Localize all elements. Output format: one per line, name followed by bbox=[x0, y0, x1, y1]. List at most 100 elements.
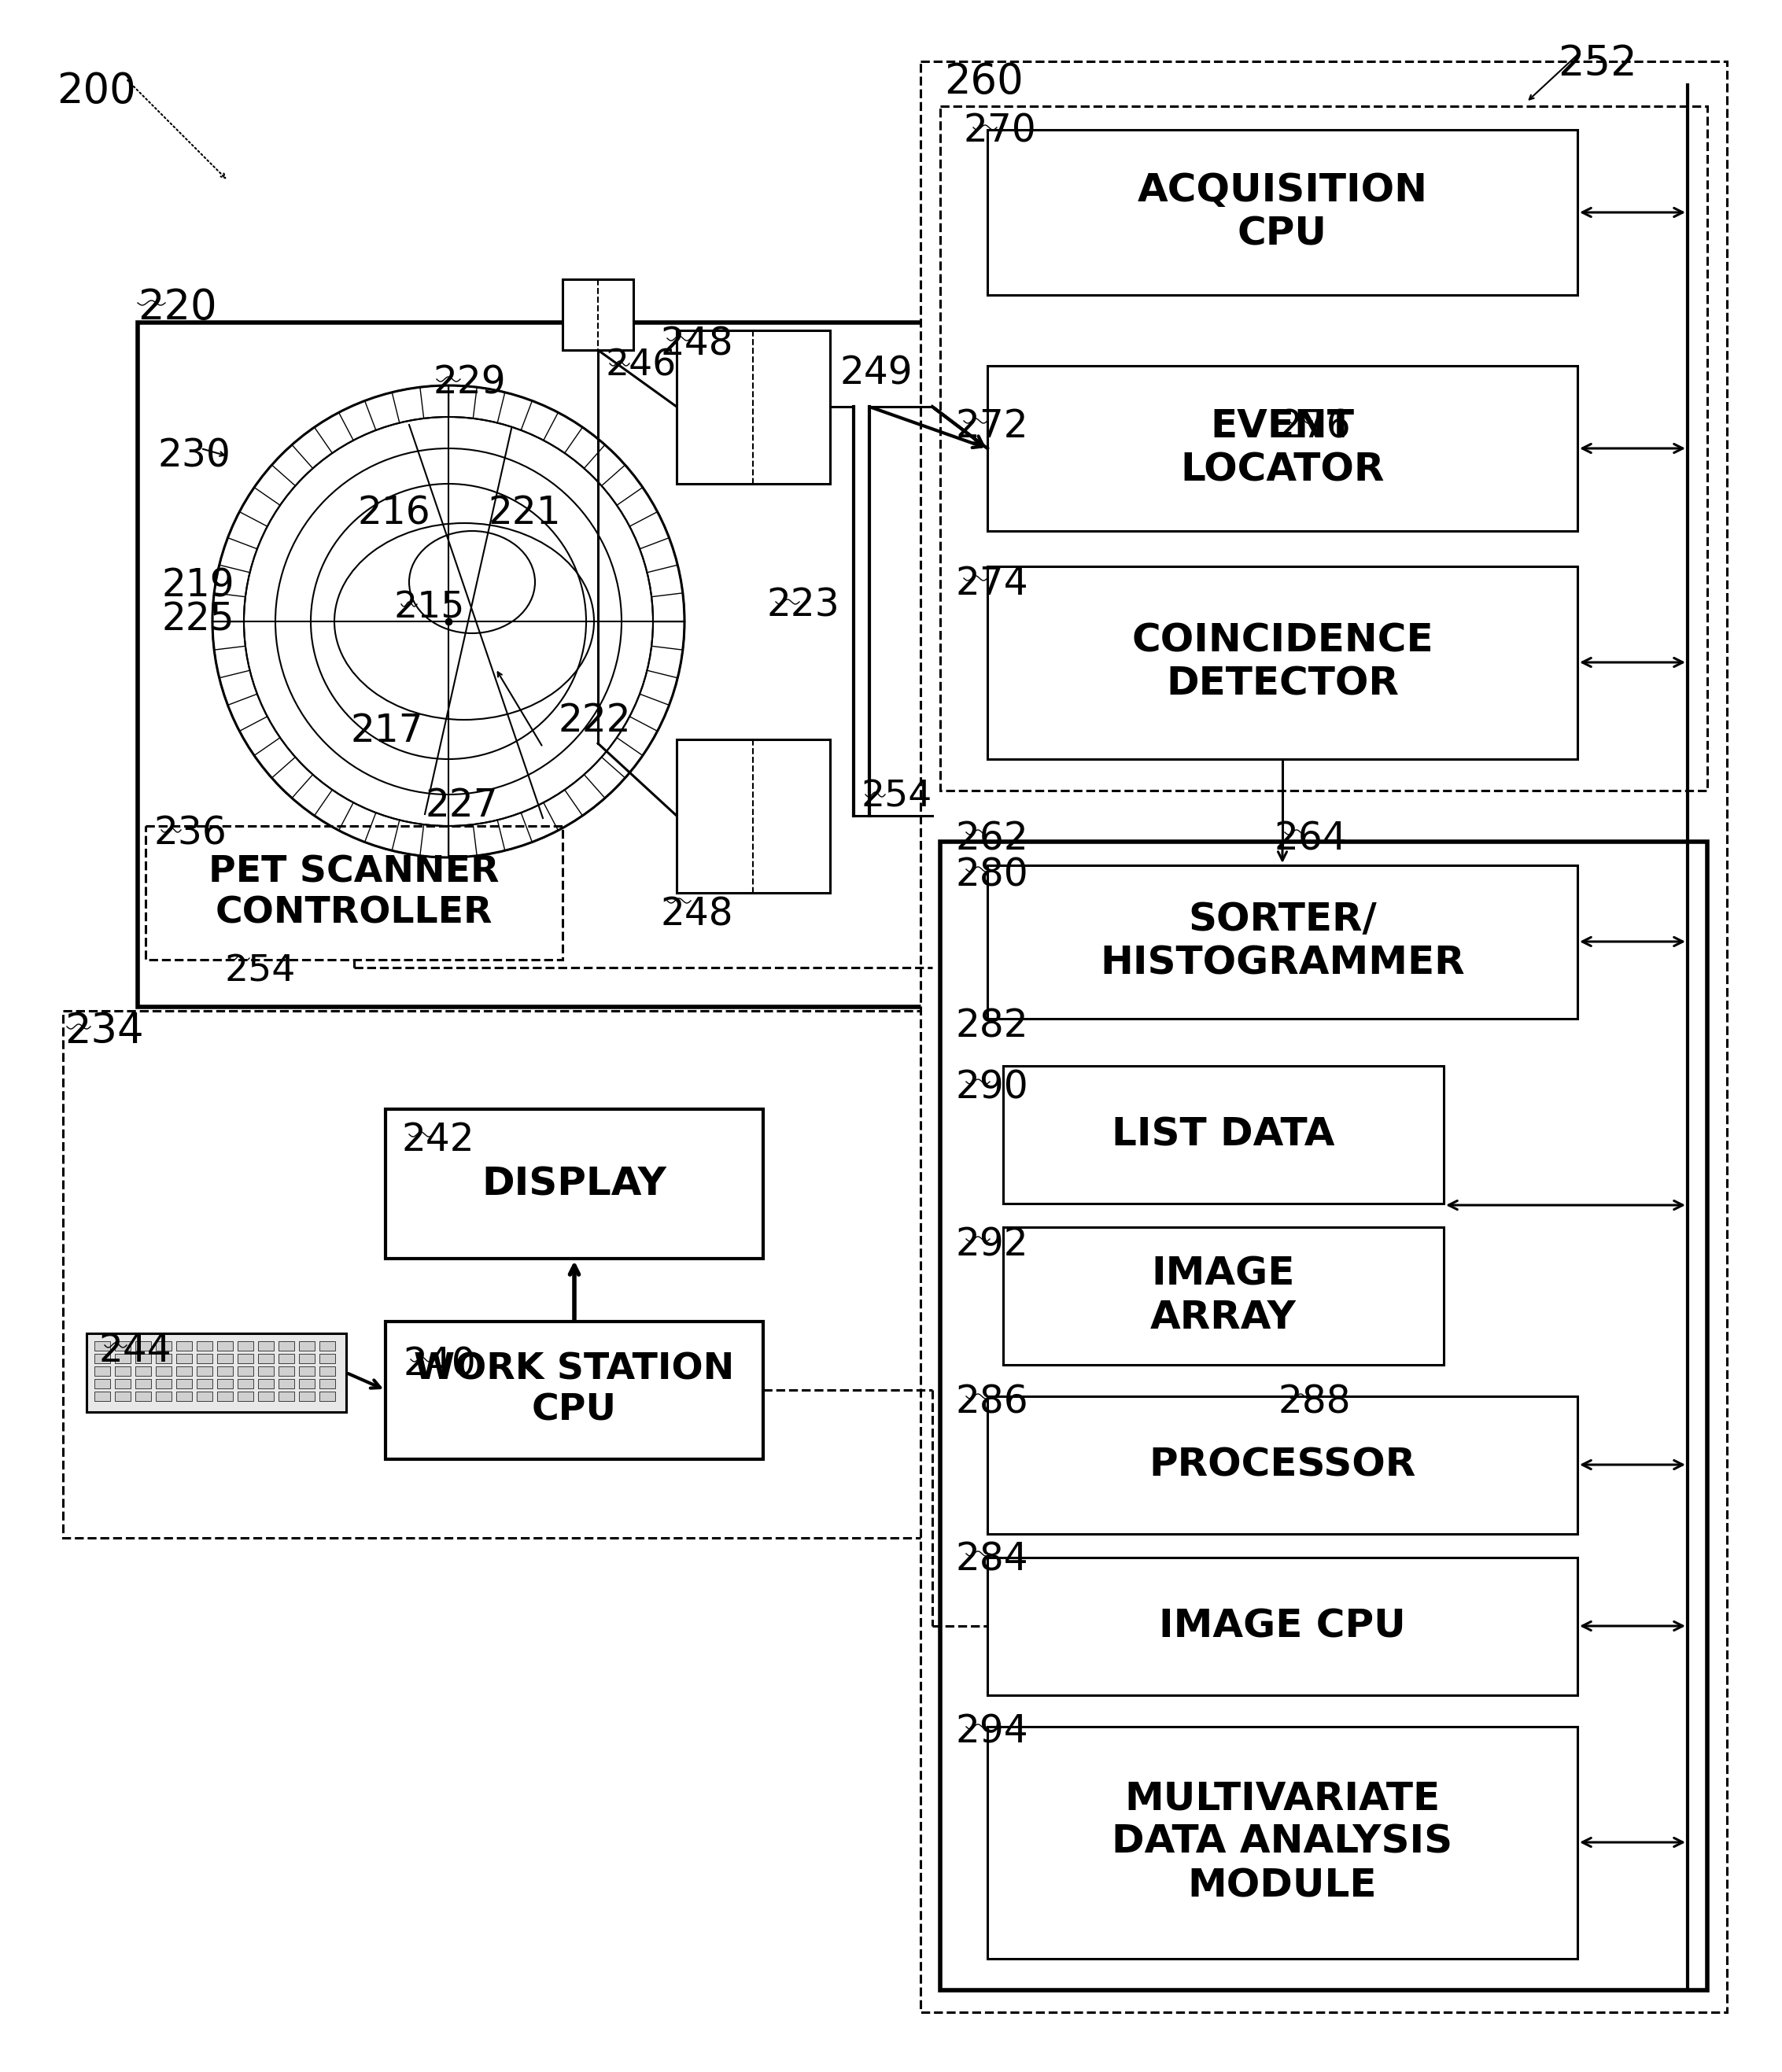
Text: 220: 220 bbox=[137, 288, 217, 327]
Bar bbox=[114, 1341, 130, 1351]
Bar bbox=[278, 1341, 294, 1351]
Bar bbox=[987, 566, 1577, 758]
Bar bbox=[299, 1341, 315, 1351]
Bar bbox=[155, 1365, 171, 1376]
Bar bbox=[299, 1380, 315, 1388]
Bar bbox=[278, 1353, 294, 1363]
Bar bbox=[94, 1341, 110, 1351]
Bar bbox=[155, 1380, 171, 1388]
Text: 244: 244 bbox=[98, 1332, 171, 1370]
Bar bbox=[146, 827, 563, 959]
Bar bbox=[385, 1322, 763, 1459]
Bar bbox=[94, 1353, 110, 1363]
Bar bbox=[319, 1392, 335, 1401]
Bar bbox=[94, 1380, 110, 1388]
Text: 252: 252 bbox=[1557, 44, 1638, 85]
Bar bbox=[677, 740, 830, 893]
Bar bbox=[987, 1558, 1577, 1695]
Bar bbox=[278, 1392, 294, 1401]
Text: 200: 200 bbox=[57, 70, 135, 112]
Text: 216: 216 bbox=[358, 493, 431, 533]
Text: 286: 286 bbox=[955, 1382, 1028, 1421]
Bar bbox=[319, 1380, 335, 1388]
Bar bbox=[278, 1380, 294, 1388]
Text: 240: 240 bbox=[403, 1345, 476, 1382]
Bar bbox=[217, 1380, 233, 1388]
Text: 264: 264 bbox=[1274, 821, 1347, 858]
Text: COINCIDENCE
DETECTOR: COINCIDENCE DETECTOR bbox=[1132, 622, 1433, 702]
Bar bbox=[987, 1726, 1577, 1958]
Bar bbox=[114, 1380, 130, 1388]
Text: ACQUISITION
CPU: ACQUISITION CPU bbox=[1137, 172, 1427, 253]
Bar bbox=[196, 1392, 212, 1401]
Text: 236: 236 bbox=[153, 814, 226, 852]
Bar bbox=[196, 1380, 212, 1388]
Bar bbox=[258, 1380, 274, 1388]
Bar bbox=[1003, 1227, 1443, 1365]
Bar bbox=[217, 1365, 233, 1376]
Text: 272: 272 bbox=[955, 408, 1028, 445]
Text: 246: 246 bbox=[606, 348, 677, 383]
Text: 280: 280 bbox=[955, 856, 1028, 893]
Bar bbox=[135, 1353, 151, 1363]
Text: 221: 221 bbox=[488, 493, 561, 533]
Bar bbox=[319, 1353, 335, 1363]
Text: 276: 276 bbox=[1278, 408, 1351, 445]
Text: EVENT
LOCATOR: EVENT LOCATOR bbox=[1180, 408, 1385, 489]
Bar bbox=[62, 1011, 925, 1537]
Bar bbox=[87, 1334, 346, 1411]
Bar bbox=[237, 1392, 253, 1401]
Bar bbox=[258, 1392, 274, 1401]
Bar bbox=[299, 1353, 315, 1363]
Text: 227: 227 bbox=[424, 787, 497, 825]
Text: 234: 234 bbox=[64, 1011, 144, 1053]
Bar bbox=[217, 1353, 233, 1363]
Text: 282: 282 bbox=[955, 1007, 1028, 1044]
Text: 254: 254 bbox=[225, 953, 296, 988]
Bar bbox=[217, 1341, 233, 1351]
Text: 230: 230 bbox=[157, 437, 230, 474]
Text: 219: 219 bbox=[162, 566, 233, 605]
Bar bbox=[987, 1397, 1577, 1533]
Text: WORK STATION
CPU: WORK STATION CPU bbox=[413, 1351, 734, 1428]
Bar bbox=[196, 1365, 212, 1376]
Bar bbox=[196, 1341, 212, 1351]
Bar bbox=[278, 1365, 294, 1376]
Text: 288: 288 bbox=[1278, 1382, 1351, 1421]
Bar bbox=[217, 1392, 233, 1401]
Bar bbox=[299, 1392, 315, 1401]
Bar bbox=[237, 1365, 253, 1376]
Text: 294: 294 bbox=[955, 1714, 1028, 1751]
Bar bbox=[196, 1353, 212, 1363]
Bar bbox=[385, 1109, 763, 1258]
Text: DISPLAY: DISPLAY bbox=[481, 1164, 666, 1202]
Text: 242: 242 bbox=[401, 1121, 474, 1158]
Bar bbox=[677, 329, 830, 483]
Bar bbox=[114, 1392, 130, 1401]
Text: 292: 292 bbox=[955, 1225, 1028, 1264]
Bar bbox=[114, 1353, 130, 1363]
Bar bbox=[176, 1353, 192, 1363]
Bar bbox=[299, 1365, 315, 1376]
Text: PROCESSOR: PROCESSOR bbox=[1149, 1446, 1417, 1484]
Text: 270: 270 bbox=[964, 112, 1037, 149]
Bar bbox=[135, 1365, 151, 1376]
Text: 260: 260 bbox=[944, 62, 1023, 102]
Bar bbox=[176, 1341, 192, 1351]
Text: 284: 284 bbox=[955, 1539, 1028, 1579]
Bar bbox=[1003, 1065, 1443, 1204]
Bar bbox=[155, 1341, 171, 1351]
Text: 274: 274 bbox=[955, 566, 1028, 603]
Bar bbox=[155, 1353, 171, 1363]
Bar bbox=[155, 1392, 171, 1401]
Bar bbox=[237, 1341, 253, 1351]
Bar bbox=[941, 841, 1707, 1991]
Bar bbox=[563, 280, 633, 350]
Bar bbox=[176, 1392, 192, 1401]
Text: LIST DATA: LIST DATA bbox=[1112, 1115, 1335, 1154]
Text: 223: 223 bbox=[766, 586, 839, 624]
Bar bbox=[114, 1365, 130, 1376]
Bar bbox=[94, 1392, 110, 1401]
Text: 217: 217 bbox=[349, 713, 422, 750]
Bar bbox=[987, 131, 1577, 294]
